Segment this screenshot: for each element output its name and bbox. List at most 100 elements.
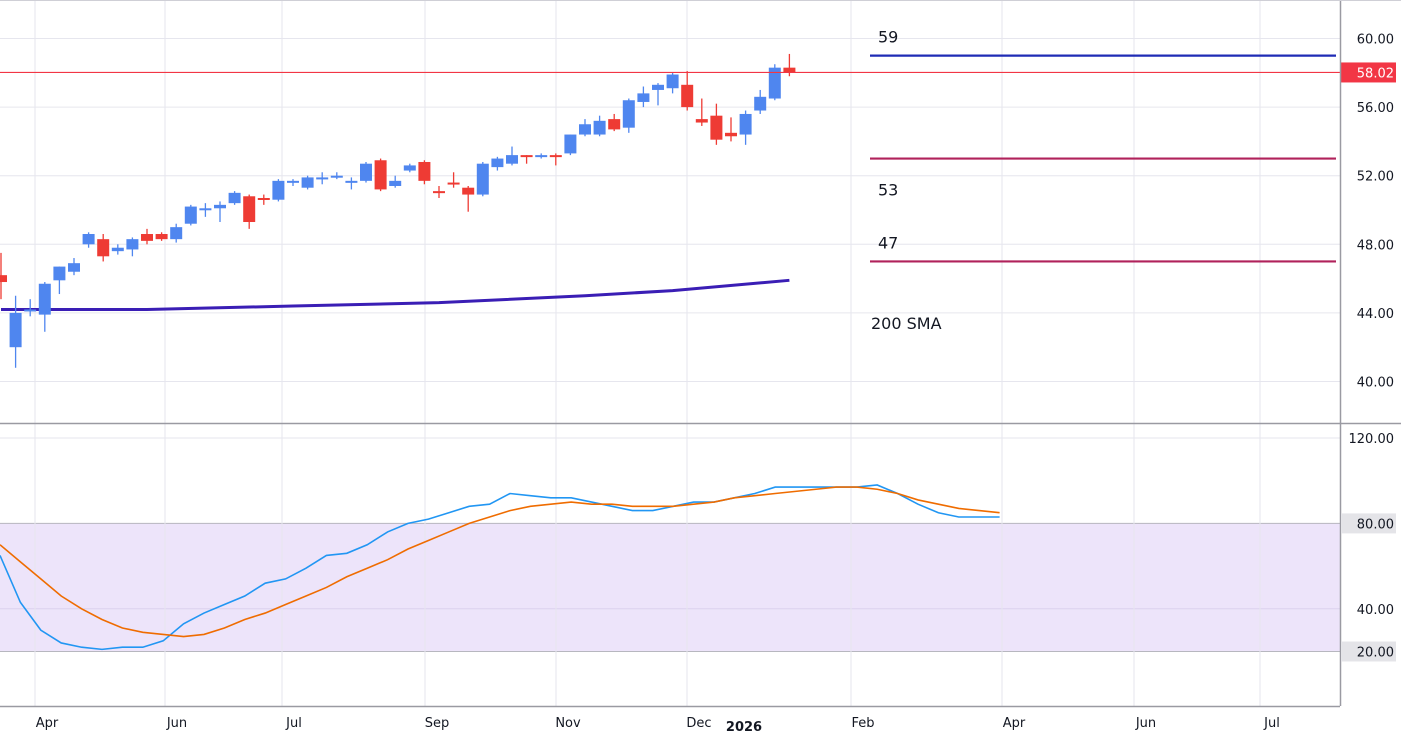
candle-body xyxy=(710,115,723,140)
last-price-label: 58.02 xyxy=(1357,66,1394,81)
candle-body xyxy=(403,165,416,171)
candle-body xyxy=(184,206,197,224)
candle-body xyxy=(783,67,796,73)
x-tick-label: Apr xyxy=(36,716,59,731)
x-tick-label: Feb xyxy=(851,716,874,731)
candle-body xyxy=(111,247,124,252)
x-tick-label: Jul xyxy=(1263,716,1280,731)
price-lines-layer: 58.02 xyxy=(0,54,1396,263)
oscillator-grid xyxy=(0,437,1340,652)
candle-body xyxy=(38,283,51,315)
candle-body xyxy=(491,158,504,168)
candle-body xyxy=(520,155,533,158)
x-tick-label: Jun xyxy=(1135,716,1156,731)
candle-body xyxy=(593,120,606,135)
candle-body xyxy=(141,234,153,241)
candle-body xyxy=(9,312,22,348)
candle-body xyxy=(506,155,518,164)
candle-body xyxy=(287,180,299,183)
candle-body xyxy=(374,160,387,190)
candle-body xyxy=(476,163,489,195)
sma-label: 200 SMA xyxy=(871,314,942,333)
candle-body xyxy=(681,84,694,108)
axes-layer xyxy=(0,0,1401,708)
candle-body xyxy=(564,134,577,154)
candle-body xyxy=(652,84,664,90)
oscillator-y-tick-label: 120.00 xyxy=(1349,432,1395,447)
candle-body xyxy=(418,161,431,181)
sma-200-line xyxy=(1,278,790,311)
x-tick-label: Nov xyxy=(555,716,581,731)
candle-body xyxy=(301,177,314,188)
candle-body xyxy=(68,263,80,272)
candle-body xyxy=(637,93,650,102)
candle-body xyxy=(579,124,591,135)
oscillator-shaded-band xyxy=(0,523,1340,652)
oscillator-line-orange xyxy=(0,486,1000,638)
candle-body xyxy=(53,266,66,281)
price-y-tick-label: 48.00 xyxy=(1357,238,1394,253)
x-ticks: Apr Jun Jul Sep Nov Dec 2026 Feb Apr Jun Jul xyxy=(36,716,1280,735)
candle-body xyxy=(199,208,212,211)
candle-body xyxy=(214,204,226,209)
price-line-label: 59 xyxy=(878,28,898,47)
x-tick-label: Jun xyxy=(166,716,187,731)
candle-body xyxy=(462,187,475,195)
price-y-tick-label: 56.00 xyxy=(1357,101,1394,116)
candle-body xyxy=(24,309,37,312)
vertical-grid xyxy=(34,0,1261,706)
price-y-tick-label: 52.00 xyxy=(1357,170,1394,185)
oscillator-y-tick-badge xyxy=(1341,513,1396,534)
x-tick-label: Sep xyxy=(425,716,450,731)
candles-layer xyxy=(0,53,796,368)
oscillator-layer xyxy=(0,484,1000,651)
candle-body xyxy=(608,119,621,130)
candle-body xyxy=(272,180,285,200)
price-y-ticks: 40.00 44.00 48.00 52.00 56.00 60.00 xyxy=(1357,33,1394,391)
oscillator-band xyxy=(0,523,1340,652)
candle-body xyxy=(126,239,139,250)
candle-body xyxy=(535,155,548,158)
candle-body xyxy=(695,119,708,123)
candle-body xyxy=(345,180,358,183)
oscillator-y-tick-label: 80.00 xyxy=(1357,517,1394,532)
candle-body xyxy=(170,227,183,240)
x-tick-label: Apr xyxy=(1003,716,1026,731)
candle-body xyxy=(754,96,767,111)
price-y-tick-label: 40.00 xyxy=(1357,376,1394,391)
candle-body xyxy=(389,180,402,186)
candle-body xyxy=(257,197,270,200)
price-line-label: 47 xyxy=(878,233,898,252)
candle-body xyxy=(228,192,241,204)
candle-body xyxy=(97,239,110,257)
candle-body xyxy=(725,132,737,137)
candle-body xyxy=(447,182,460,185)
candle-body xyxy=(330,175,343,178)
x-tick-label: 2026 xyxy=(726,720,762,735)
candle-body xyxy=(82,234,95,245)
candle-body xyxy=(622,100,635,128)
oscillator-y-tick-label: 20.00 xyxy=(1357,646,1394,661)
sma-layer xyxy=(1,278,790,311)
price-line-label: 53 xyxy=(878,181,898,200)
oscillator-y-tick-label: 40.00 xyxy=(1357,603,1394,618)
candle-body xyxy=(666,74,679,89)
candle-body xyxy=(433,191,445,194)
candle-body xyxy=(549,155,562,158)
price-grid xyxy=(0,38,1340,382)
candle-body xyxy=(243,196,256,223)
x-tick-label: Dec xyxy=(686,716,711,731)
candle-body xyxy=(316,177,329,180)
candle-body xyxy=(155,234,168,240)
annotation-labels: 59 53 47 200 SMA xyxy=(871,28,942,333)
last-price-badge xyxy=(1341,62,1396,83)
candle-body xyxy=(360,163,372,181)
price-y-tick-label: 44.00 xyxy=(1357,307,1394,322)
x-tick-label: Jul xyxy=(285,716,302,731)
candle-body xyxy=(0,275,7,283)
oscillator-y-ticks: 120.00 80.00 40.00 20.00 xyxy=(1341,432,1396,662)
price-y-tick-label: 60.00 xyxy=(1357,33,1394,48)
oscillator-y-tick-badge xyxy=(1341,641,1396,662)
candle-body xyxy=(768,67,781,99)
